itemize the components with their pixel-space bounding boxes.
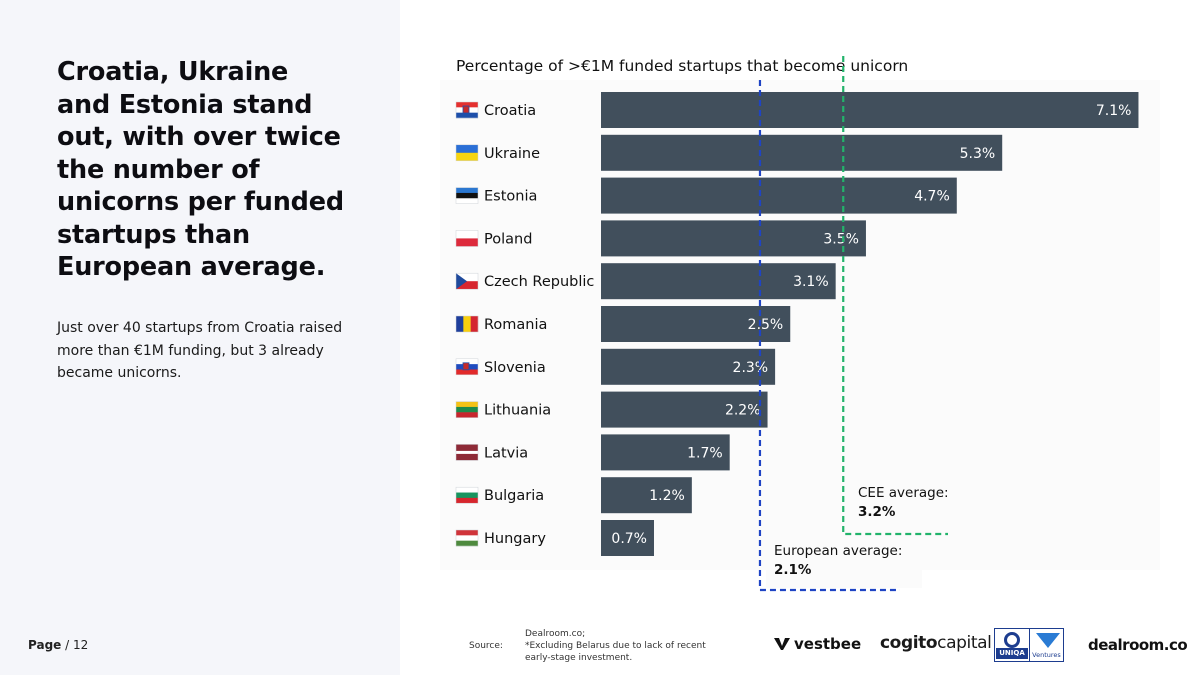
cee-average-label: CEE average: [858,485,949,501]
page-total: / 12 [65,638,89,652]
headline: Croatia, Ukraine and Estonia stand out, … [57,57,344,282]
ventures-mark: Ventures [1029,629,1063,661]
subtext: Just over 40 startups from Croatia raise… [57,320,343,381]
capital-text: capital [937,633,992,653]
source-label: Source: [469,641,503,651]
cee-average-value: 3.2% [858,504,896,520]
page-label: Page [28,638,62,652]
vestbee-logo: vestbee [774,635,861,653]
european-average-note: European average: 2.1% [766,536,922,588]
ventures-v-icon [1036,633,1060,648]
page-number: Page / 12 [28,638,88,652]
chart-background [440,80,1160,570]
cogito-text: cogito [880,633,938,653]
chart-title: Percentage of >€1M funded startups that … [456,57,909,75]
ventures-text: Ventures [1032,651,1061,659]
source-line: *Excluding Belarus due to lack of recent [525,641,706,651]
source-line: early-stage investment. [525,653,633,663]
uniqa-mark: UNIQA [995,629,1029,661]
vestbee-text: vestbee [794,635,862,653]
uniqa-text: UNIQA [996,648,1028,659]
uniqa-q-icon [1004,632,1020,648]
dealroom-logo: dealroom.co [1088,636,1188,654]
cee-average-note: CEE average: 3.2% [850,478,992,530]
cogito-capital-logo: cogitocapital [880,633,992,653]
left-panel: Croatia, Ukraine and Estonia stand out, … [0,0,400,675]
vestbee-mark-icon [774,637,790,651]
source-line: Dealroom.co; [525,629,586,639]
source-text: Dealroom.co; *Excluding Belarus due to l… [525,628,725,664]
european-average-value: 2.1% [774,562,812,578]
european-average-label: European average: [774,543,903,559]
uniqa-ventures-logo: UNIQA Ventures [994,628,1064,662]
